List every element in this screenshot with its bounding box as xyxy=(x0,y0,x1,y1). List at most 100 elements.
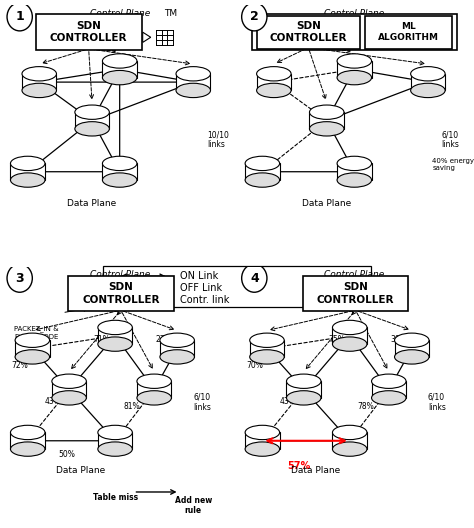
Ellipse shape xyxy=(102,54,137,68)
Polygon shape xyxy=(286,381,321,398)
Text: 6/10
links: 6/10 links xyxy=(428,393,446,412)
Text: 27%: 27% xyxy=(155,335,172,344)
FancyBboxPatch shape xyxy=(256,15,360,49)
Ellipse shape xyxy=(52,391,86,405)
Text: TM: TM xyxy=(164,9,177,18)
Ellipse shape xyxy=(137,391,172,405)
Polygon shape xyxy=(245,432,280,449)
Text: Data Plane: Data Plane xyxy=(302,199,351,208)
Text: 72%: 72% xyxy=(12,361,28,370)
Text: 50%: 50% xyxy=(59,450,76,459)
Polygon shape xyxy=(52,381,86,398)
FancyBboxPatch shape xyxy=(36,14,142,50)
Text: 81%: 81% xyxy=(123,402,140,411)
Text: Data Plane: Data Plane xyxy=(67,199,117,208)
Ellipse shape xyxy=(250,333,284,347)
Text: 75%: 75% xyxy=(328,335,345,344)
Polygon shape xyxy=(176,74,210,90)
Text: Control Plane: Control Plane xyxy=(324,9,384,18)
FancyBboxPatch shape xyxy=(302,276,408,312)
Ellipse shape xyxy=(22,67,56,81)
Text: Control Plane: Control Plane xyxy=(90,9,150,18)
Polygon shape xyxy=(256,74,291,90)
Text: 4: 4 xyxy=(250,272,259,285)
Text: 2: 2 xyxy=(250,11,259,23)
Ellipse shape xyxy=(410,67,445,81)
Ellipse shape xyxy=(15,333,50,347)
Ellipse shape xyxy=(98,425,132,440)
Ellipse shape xyxy=(310,121,344,136)
Polygon shape xyxy=(160,340,194,357)
Ellipse shape xyxy=(15,350,50,364)
Text: SDN
CONTROLLER: SDN CONTROLLER xyxy=(270,21,347,43)
Circle shape xyxy=(242,3,267,31)
Ellipse shape xyxy=(10,442,45,456)
Circle shape xyxy=(7,3,32,31)
Ellipse shape xyxy=(245,156,280,171)
FancyBboxPatch shape xyxy=(365,15,452,49)
Text: OFF Link: OFF Link xyxy=(180,283,222,293)
Polygon shape xyxy=(250,340,284,357)
Ellipse shape xyxy=(337,70,372,85)
Ellipse shape xyxy=(337,54,372,68)
Polygon shape xyxy=(15,340,50,357)
Text: 30%: 30% xyxy=(390,335,407,344)
Circle shape xyxy=(7,264,32,293)
Ellipse shape xyxy=(410,83,445,98)
Text: Data Plane: Data Plane xyxy=(56,466,105,475)
Ellipse shape xyxy=(245,425,280,440)
Ellipse shape xyxy=(98,442,132,456)
Text: Add new
rule: Add new rule xyxy=(174,496,212,515)
Ellipse shape xyxy=(102,70,137,85)
Ellipse shape xyxy=(332,337,367,351)
Polygon shape xyxy=(410,74,445,90)
Polygon shape xyxy=(310,112,344,129)
Circle shape xyxy=(242,264,267,293)
Text: ML
ALGORITHM: ML ALGORITHM xyxy=(378,22,439,42)
Ellipse shape xyxy=(160,333,194,347)
Polygon shape xyxy=(102,163,137,180)
FancyBboxPatch shape xyxy=(252,14,456,50)
Polygon shape xyxy=(98,327,132,344)
Ellipse shape xyxy=(176,67,210,81)
Ellipse shape xyxy=(286,391,321,405)
Ellipse shape xyxy=(245,442,280,456)
Ellipse shape xyxy=(10,425,45,440)
Polygon shape xyxy=(337,163,372,180)
Ellipse shape xyxy=(75,105,109,119)
Text: SDN
CONTROLLER: SDN CONTROLLER xyxy=(82,282,160,305)
Polygon shape xyxy=(137,381,172,398)
Text: Control Plane: Control Plane xyxy=(324,270,384,279)
FancyBboxPatch shape xyxy=(68,276,173,312)
Text: 10/10
links: 10/10 links xyxy=(207,130,229,149)
Text: Table miss: Table miss xyxy=(92,493,137,502)
Ellipse shape xyxy=(394,350,429,364)
Text: SDN
CONTROLLER: SDN CONTROLLER xyxy=(50,21,128,43)
Text: 1: 1 xyxy=(15,11,24,23)
Ellipse shape xyxy=(332,320,367,335)
Text: 71%: 71% xyxy=(93,335,110,344)
Polygon shape xyxy=(332,327,367,344)
Text: SDN
CONTROLLER: SDN CONTROLLER xyxy=(317,282,394,305)
Text: 40% energy
saving: 40% energy saving xyxy=(432,157,474,171)
Polygon shape xyxy=(143,32,151,42)
Ellipse shape xyxy=(256,67,291,81)
Text: Contr. link: Contr. link xyxy=(180,295,229,305)
Ellipse shape xyxy=(52,374,86,389)
Polygon shape xyxy=(10,163,45,180)
Text: 6/10
links: 6/10 links xyxy=(442,130,460,149)
Text: Control Plane: Control Plane xyxy=(90,270,150,279)
Ellipse shape xyxy=(332,442,367,456)
Polygon shape xyxy=(102,61,137,78)
Polygon shape xyxy=(22,74,56,90)
Ellipse shape xyxy=(10,173,45,187)
Text: PACKET_IN &
FLOW_MODE: PACKET_IN & FLOW_MODE xyxy=(14,326,59,340)
Text: 70%: 70% xyxy=(246,361,263,370)
Text: 6/10
links: 6/10 links xyxy=(193,393,211,412)
Text: 78%: 78% xyxy=(358,402,374,411)
Polygon shape xyxy=(75,112,109,129)
Ellipse shape xyxy=(176,83,210,98)
Ellipse shape xyxy=(332,425,367,440)
Polygon shape xyxy=(337,61,372,78)
Polygon shape xyxy=(372,381,406,398)
